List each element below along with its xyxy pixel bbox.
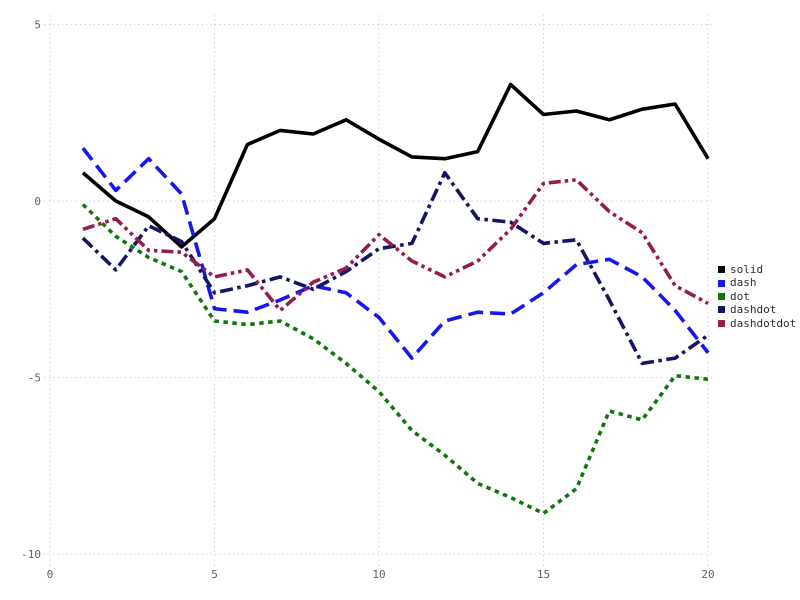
x-tick-label: 0 <box>47 568 54 581</box>
legend-item-dash: dash <box>718 276 796 289</box>
legend-label-solid: solid <box>730 263 764 276</box>
legend-swatch-dot <box>718 292 725 300</box>
y-tick-label: 5 <box>34 19 41 32</box>
y-tick-label: -5 <box>28 372 41 385</box>
legend-item-dot: dot <box>718 290 796 303</box>
x-tick-label: 15 <box>537 568 550 581</box>
legend-swatch-solid <box>718 266 725 274</box>
legend-item-dashdotdot: dashdotdot <box>718 317 796 330</box>
series-line-dash <box>81 146 710 360</box>
legend-item-dashdot: dashdot <box>718 303 796 316</box>
x-tick-label: 5 <box>211 568 218 581</box>
legend-swatch-dashdotdot <box>718 319 725 327</box>
series-line-solid <box>81 82 710 249</box>
x-tick-label: 10 <box>372 568 385 581</box>
legend-item-solid: solid <box>718 263 796 276</box>
legend-label-dot: dot <box>730 289 750 303</box>
x-tick-label: 20 <box>701 568 714 581</box>
legend-label-dashdotdot: dashdotdot <box>730 316 797 330</box>
series-line-dashdotdot <box>82 178 709 313</box>
y-tick-label: -10 <box>21 548 41 561</box>
legend-swatch-dashdot <box>718 306 725 314</box>
y-tick-label: 0 <box>34 195 41 208</box>
series-line-dashdot <box>81 171 710 366</box>
chart-legend: solid dash dot dashdot dashdotdot <box>718 263 796 330</box>
legend-swatch-dash <box>718 279 725 287</box>
legend-label-dashdot: dashdot <box>730 303 777 317</box>
series-line-dot <box>81 203 709 516</box>
legend-label-dash: dash <box>730 276 757 290</box>
